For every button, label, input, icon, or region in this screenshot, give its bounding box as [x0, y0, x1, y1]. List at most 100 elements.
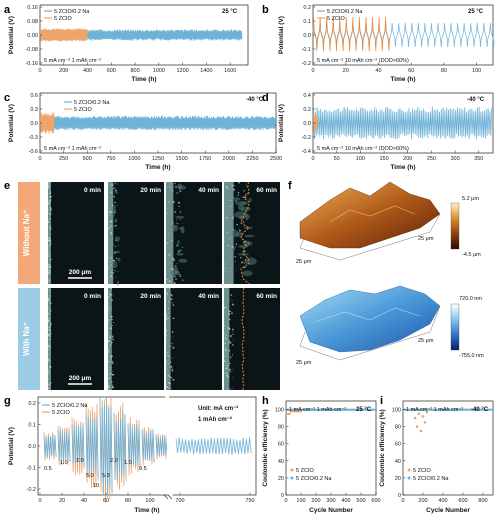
y-tick-label: -0.1	[27, 466, 36, 472]
deposit-speck	[179, 211, 182, 213]
deposit-speck	[50, 233, 52, 234]
deposit-speck	[112, 321, 114, 324]
deposit-speck	[231, 303, 234, 306]
deposit-speck	[48, 272, 50, 275]
x-tick-label: 750	[106, 156, 115, 162]
panel-e: Without Na⁺ With Na⁺ 0 min 20 min 40 min 60…	[18, 181, 280, 391]
deposit-speck	[172, 370, 173, 372]
time-label: 60 min	[256, 187, 277, 194]
deposit-speck	[47, 334, 49, 337]
deposit-speck	[236, 270, 238, 272]
deposit-speck	[47, 187, 50, 189]
deposit-speck	[49, 201, 51, 203]
deposit-speck	[110, 230, 111, 231]
y-tick-label: 100	[392, 408, 401, 414]
x-axis-label: Time (h)	[390, 76, 415, 83]
rate-label: 0.5	[44, 466, 52, 472]
colorbar-max: 5.2 μm	[462, 196, 479, 202]
legend-label: 5 ZCIO	[327, 16, 345, 22]
deposit-speck	[170, 183, 172, 185]
deposit-speck	[47, 312, 50, 315]
series-line-5-zcio	[312, 16, 390, 52]
deposit-speck	[227, 389, 229, 391]
y-tick-label: 20	[278, 476, 284, 482]
deposit-speck	[243, 250, 246, 253]
deposit-speck	[49, 325, 52, 327]
deposit-speck	[166, 242, 169, 245]
legend-label: 5 ZCIO	[54, 16, 72, 22]
dendrite-growth	[175, 215, 185, 219]
deposit-speck	[234, 255, 237, 258]
panel-b-data	[312, 16, 495, 52]
deposit-speck	[111, 359, 112, 360]
deposit-speck	[107, 370, 109, 372]
deposit-speck	[114, 189, 117, 192]
panel-b: 0.2 0.1 0.0 -0.1 -0.2 0 20 40 60 80 100 Potential…	[278, 4, 495, 83]
afm-axes-top	[299, 213, 441, 261]
row-band-without	[18, 182, 40, 284]
series-line-5-zcio-0.2-na	[113, 410, 127, 481]
deposit-speck	[107, 374, 109, 376]
legend-label: 5 ZCIO/0.2 Na	[413, 476, 449, 482]
dendrite-growth	[231, 197, 241, 201]
x-tick-label: 80	[441, 68, 447, 74]
deposit-speck	[47, 358, 50, 360]
deposit-speck	[49, 266, 52, 268]
y-tick-label: 0.2	[28, 401, 36, 407]
y-tick-label: 0.0	[303, 33, 311, 39]
x-tick-label: 400	[83, 68, 92, 74]
dendrite-growth	[244, 257, 257, 266]
time-label: 20 min	[140, 187, 161, 194]
deposit-speck	[166, 351, 169, 354]
micrograph-frame	[166, 288, 222, 390]
y-tick-label: 0.0	[30, 121, 38, 127]
deposit-speck	[171, 186, 173, 188]
deposit-speck	[47, 186, 49, 188]
x-tick-label: 80	[125, 498, 131, 504]
deposit-speck	[49, 261, 51, 263]
deposit-speck	[48, 182, 50, 184]
series-line-5-zcio	[313, 114, 318, 132]
series-point-5-zcio	[415, 425, 419, 428]
x-ticks: 0 20 40 60 80 100 700 750	[38, 492, 255, 504]
deposit-speck	[230, 371, 232, 373]
y-tick-label: 0.00	[27, 33, 38, 39]
deposit-speck	[227, 327, 230, 329]
deposit-speck	[111, 245, 112, 247]
rate-label: 0.5	[139, 466, 147, 472]
deposit-speck	[241, 261, 244, 264]
deposit-speck	[178, 227, 180, 229]
deposit-speck	[223, 306, 226, 309]
rate-label: 2.0	[76, 458, 84, 464]
deposit-speck	[168, 301, 170, 303]
deposit-speck	[107, 385, 110, 387]
panel-a: 0.16 0.08 0.00 -0.08 -0.16 0 200 400 600 800 1000…	[8, 4, 249, 83]
deposit-speck	[108, 361, 110, 363]
deposit-speck	[182, 279, 184, 281]
x-tick-label: 150	[379, 156, 388, 162]
x-tick-label: 400	[341, 498, 350, 504]
y-ticks: 0.2 0.1 0.0 -0.1 -0.2	[27, 401, 41, 493]
deposit-speck	[49, 218, 52, 220]
panel-letter-e: e	[4, 180, 10, 192]
deposit-speck	[177, 251, 179, 253]
deposit-speck	[114, 183, 116, 184]
deposit-speck	[174, 211, 177, 213]
deposit-speck	[48, 236, 50, 238]
series-point-5-zcio-0.2-na	[491, 408, 495, 411]
plot-frame	[402, 400, 494, 496]
micrograph-grid: 0 min 20 min 40 min 60 min 200 μm 0 min 20 min…	[47, 181, 280, 391]
deposit-speck	[107, 296, 110, 298]
y-tick-label: -0.16	[25, 61, 38, 67]
y-axis-label: Potential (V)	[8, 427, 15, 465]
deposit-speck	[173, 259, 176, 262]
deposit-speck	[243, 263, 245, 265]
series-point-5-zcio	[417, 412, 421, 416]
deposit-speck	[115, 224, 117, 227]
deposit-speck	[227, 364, 229, 366]
deposit-speck	[172, 258, 175, 260]
deposit-speck	[173, 275, 176, 278]
deposit-speck	[235, 243, 238, 245]
deposit-speck	[111, 336, 114, 338]
axis-break	[165, 394, 173, 500]
